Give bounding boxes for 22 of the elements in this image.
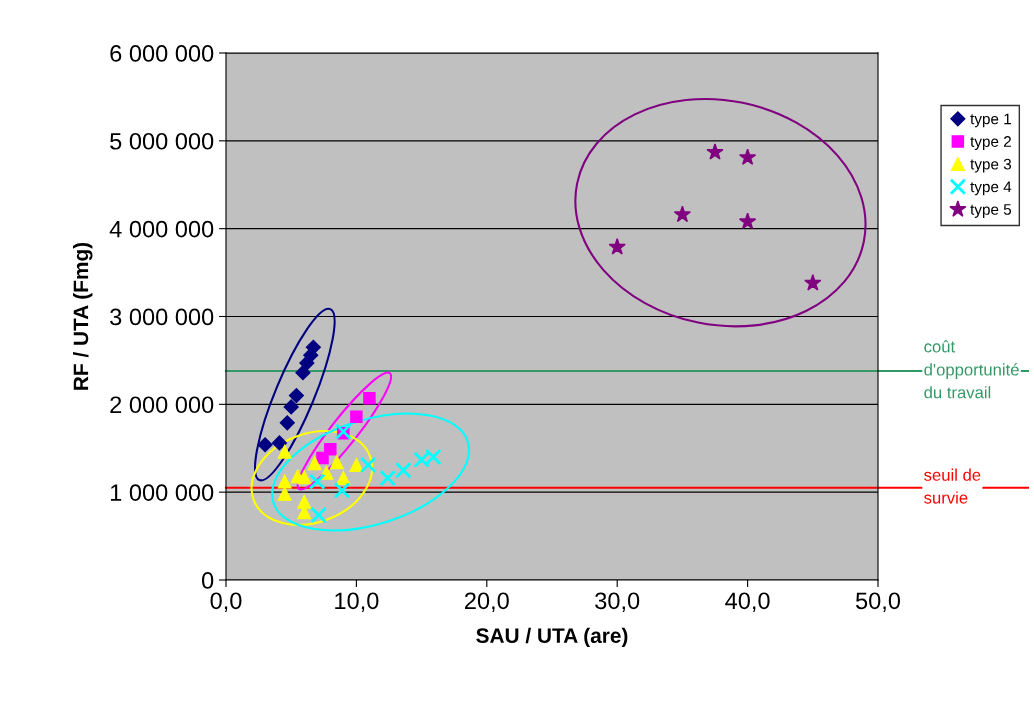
ref-line-label: coût d'opportunité du travail xyxy=(924,340,1019,399)
y-tick-label: 4 000 000 xyxy=(109,220,214,238)
y-tick-label: 5 000 000 xyxy=(110,132,214,150)
x-tick-label: 40,0 xyxy=(725,592,770,612)
legend-label: type 1 xyxy=(970,113,1011,128)
y-tick-label: 0 xyxy=(201,572,214,589)
x-tick-label: 10,0 xyxy=(335,592,379,612)
x-tick-label: 30,0 xyxy=(595,592,640,612)
x-tick-label: 50,0 xyxy=(855,592,901,612)
y-tick-label: 6 000 000 xyxy=(110,45,214,62)
x-axis-title: SAU / UTA (are) xyxy=(476,627,628,648)
legend-label: type 2 xyxy=(970,136,1011,150)
y-tick-label: 2 000 000 xyxy=(110,396,214,414)
x-tick-label: 20,0 xyxy=(465,592,509,612)
y-tick-label: 1 000 000 xyxy=(110,484,214,501)
y-axis-title: RF / UTA (Fmg) xyxy=(72,242,93,390)
y-tick-label: 3 000 000 xyxy=(110,308,214,326)
legend-label: type 5 xyxy=(970,204,1012,218)
legend-label: type 4 xyxy=(970,181,1012,196)
ref-line-label: seuil de survie xyxy=(924,468,981,504)
legend-label: type 3 xyxy=(970,158,1012,173)
x-tick-label: 0,0 xyxy=(210,592,242,612)
